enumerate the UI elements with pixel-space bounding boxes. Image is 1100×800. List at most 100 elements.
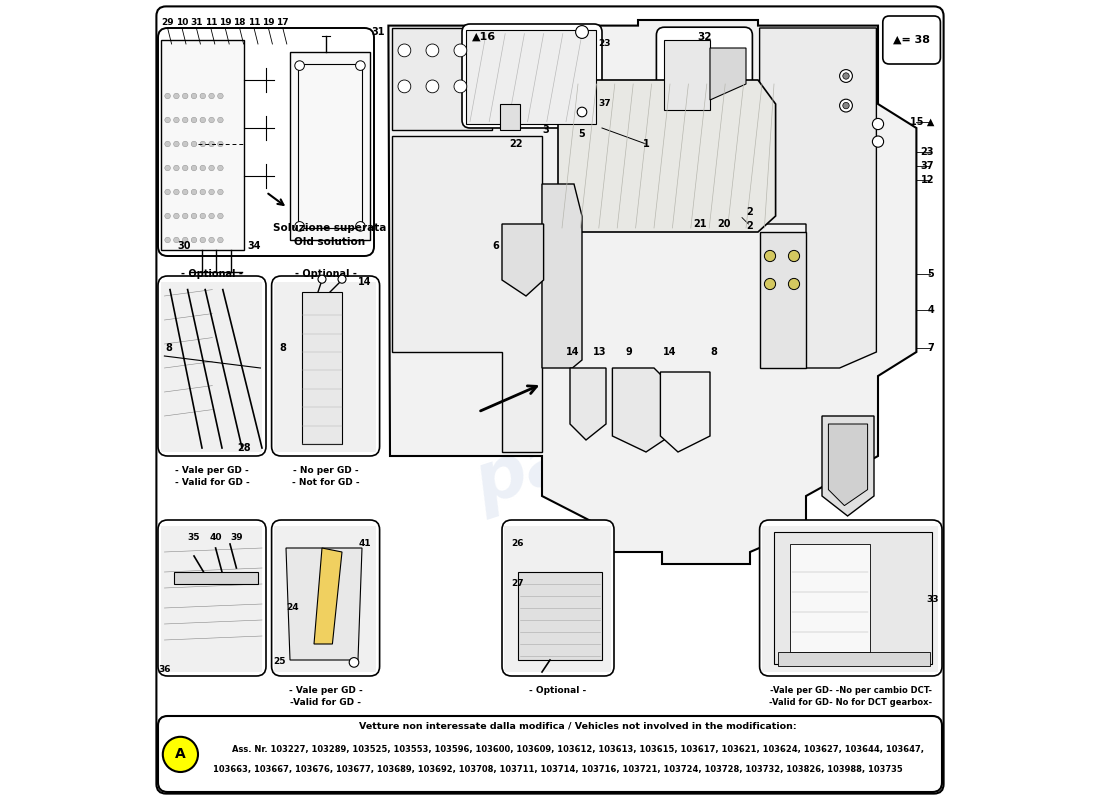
Circle shape — [191, 166, 197, 171]
Circle shape — [183, 214, 188, 218]
FancyBboxPatch shape — [502, 520, 614, 676]
Polygon shape — [570, 368, 606, 440]
Text: 11: 11 — [205, 18, 217, 27]
Text: 12: 12 — [921, 175, 934, 185]
Circle shape — [200, 94, 206, 99]
Text: 37: 37 — [921, 161, 934, 170]
Circle shape — [454, 44, 466, 57]
Polygon shape — [174, 572, 258, 584]
Text: ▲16: ▲16 — [472, 32, 496, 42]
FancyBboxPatch shape — [760, 520, 942, 676]
FancyBboxPatch shape — [158, 716, 942, 792]
Circle shape — [174, 94, 179, 99]
Circle shape — [349, 658, 359, 667]
Circle shape — [174, 214, 179, 218]
Polygon shape — [542, 184, 582, 368]
Text: 5: 5 — [927, 269, 934, 278]
Text: 10: 10 — [176, 18, 188, 27]
Circle shape — [174, 166, 179, 171]
Text: 27: 27 — [512, 579, 525, 589]
Circle shape — [218, 238, 223, 242]
Circle shape — [165, 166, 170, 171]
Polygon shape — [162, 526, 262, 672]
Circle shape — [209, 94, 214, 99]
Circle shape — [191, 94, 197, 99]
Circle shape — [165, 94, 170, 99]
Text: ▲= 38: ▲= 38 — [893, 35, 931, 45]
Circle shape — [174, 141, 179, 146]
Circle shape — [163, 737, 198, 772]
Text: 33: 33 — [926, 595, 938, 605]
Circle shape — [209, 166, 214, 171]
Text: - Optional -: - Optional - — [182, 269, 243, 278]
Polygon shape — [302, 292, 342, 444]
Circle shape — [200, 190, 206, 194]
Circle shape — [338, 275, 346, 283]
Polygon shape — [774, 532, 933, 664]
Circle shape — [839, 99, 853, 112]
Text: Soluzione superata: Soluzione superata — [273, 223, 387, 233]
Text: -Vale per GD- -No per cambio DCT-: -Vale per GD- -No per cambio DCT- — [770, 686, 932, 695]
Text: 2: 2 — [747, 221, 754, 230]
Circle shape — [174, 238, 179, 242]
FancyBboxPatch shape — [657, 27, 752, 114]
Text: - Vale per GD -: - Vale per GD - — [288, 686, 363, 695]
Circle shape — [454, 80, 466, 93]
Polygon shape — [760, 232, 806, 368]
FancyBboxPatch shape — [158, 520, 266, 676]
Circle shape — [183, 190, 188, 194]
Circle shape — [355, 222, 365, 231]
Circle shape — [839, 70, 853, 82]
Circle shape — [200, 166, 206, 171]
Circle shape — [191, 141, 197, 146]
Polygon shape — [505, 526, 611, 672]
Circle shape — [209, 190, 214, 194]
Circle shape — [843, 73, 849, 79]
Circle shape — [209, 118, 214, 122]
Text: 14: 14 — [663, 347, 676, 357]
Text: - Valid for GD -: - Valid for GD - — [175, 478, 250, 487]
Text: 41: 41 — [359, 539, 371, 549]
Circle shape — [174, 118, 179, 122]
Polygon shape — [828, 424, 868, 506]
Text: 26: 26 — [512, 539, 525, 549]
Circle shape — [183, 94, 188, 99]
Circle shape — [355, 61, 365, 70]
Text: dede
parts: dede parts — [441, 312, 691, 520]
Text: 4: 4 — [927, 306, 934, 315]
Text: 7: 7 — [927, 343, 934, 353]
Polygon shape — [290, 52, 370, 240]
Text: 6: 6 — [492, 241, 499, 250]
Text: 14: 14 — [358, 277, 371, 286]
Circle shape — [789, 278, 800, 290]
Circle shape — [218, 214, 223, 218]
Circle shape — [200, 214, 206, 218]
Circle shape — [183, 141, 188, 146]
Text: 11: 11 — [248, 18, 261, 27]
Text: 31: 31 — [190, 18, 202, 27]
Circle shape — [398, 80, 410, 93]
Text: 23: 23 — [921, 147, 934, 157]
Polygon shape — [392, 28, 542, 130]
Circle shape — [426, 44, 439, 57]
Circle shape — [789, 250, 800, 262]
Circle shape — [165, 118, 170, 122]
Circle shape — [191, 190, 197, 194]
Text: -Valid for GD -: -Valid for GD - — [290, 698, 361, 707]
Text: 29: 29 — [162, 18, 174, 27]
Text: - No per GD -: - No per GD - — [293, 466, 359, 475]
Polygon shape — [286, 548, 362, 660]
Polygon shape — [778, 652, 930, 666]
Polygon shape — [162, 40, 244, 250]
Text: 5: 5 — [579, 130, 585, 139]
Text: 23: 23 — [598, 39, 611, 49]
FancyBboxPatch shape — [158, 276, 266, 456]
Text: - Optional -: - Optional - — [295, 269, 356, 278]
Circle shape — [200, 238, 206, 242]
Circle shape — [191, 238, 197, 242]
Text: 19: 19 — [262, 18, 275, 27]
Polygon shape — [162, 282, 262, 452]
Circle shape — [426, 80, 439, 93]
Text: 28: 28 — [236, 443, 251, 453]
Text: 40: 40 — [209, 533, 222, 542]
